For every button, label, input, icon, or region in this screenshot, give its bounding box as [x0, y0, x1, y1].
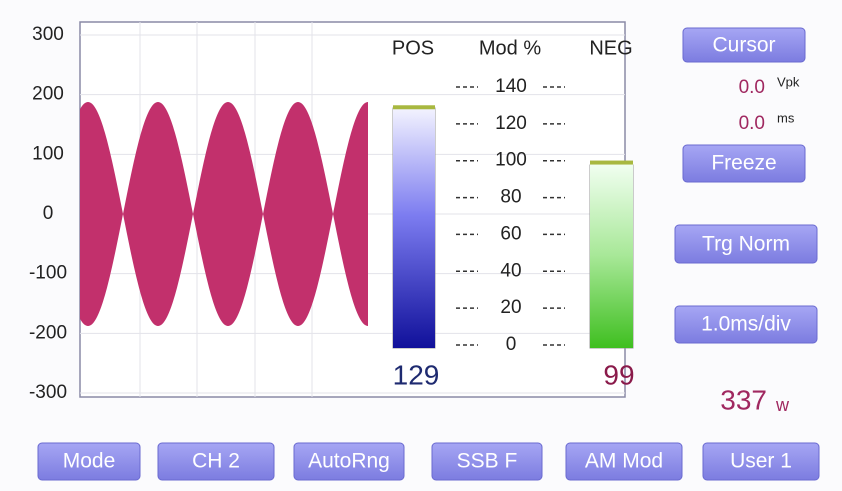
mod-tick-label: 100 [495, 150, 527, 171]
neg-meter-cap [590, 160, 633, 165]
menu-button-label[interactable]: User 1 [730, 450, 792, 473]
menu-button[interactable] [702, 442, 820, 481]
timebase-button-label[interactable]: 1.0ms/div [701, 313, 791, 336]
neg-meter-bar [590, 162, 633, 348]
pos-value: 129 [393, 359, 440, 390]
pos-meter-bar [393, 107, 435, 349]
menu-button-label[interactable]: Mode [63, 450, 116, 473]
menu-button[interactable] [431, 442, 543, 481]
vpk-unit: Vpk [777, 74, 800, 89]
vpk-value: 0.0 [739, 77, 765, 98]
menu-button-label[interactable]: AutoRng [308, 450, 390, 473]
trigger-button-label[interactable]: Trg Norm [702, 233, 790, 256]
pos-meter-cap [393, 105, 435, 110]
mod-tick-label: 80 [500, 187, 521, 208]
mod-tick-label: 140 [495, 76, 527, 97]
scale-label: Mod % [479, 37, 541, 59]
mod-tick-label: 60 [500, 223, 521, 244]
cursor-button-label[interactable]: Cursor [712, 34, 775, 57]
power-unit: w [775, 395, 790, 415]
freeze-button-label[interactable]: Freeze [711, 152, 776, 175]
menu-button[interactable] [37, 442, 141, 481]
ms-unit: ms [777, 110, 795, 125]
menu-button-label[interactable]: SSB F [457, 450, 518, 473]
cursor-button[interactable] [682, 27, 806, 63]
y-tick-label: -300 [29, 382, 67, 403]
neg-value: 99 [603, 359, 634, 390]
mod-tick-label: 40 [500, 260, 521, 281]
trigger-button[interactable] [674, 224, 818, 264]
mod-tick-label: 120 [495, 113, 527, 134]
mod-tick-label: 0 [506, 334, 517, 355]
mod-tick-label: 20 [500, 297, 521, 318]
pos-label: POS [392, 37, 434, 59]
y-tick-label: 200 [32, 84, 64, 105]
button-bar: Mode CH 2 AutoRng SSB F AM Mod User 1 [37, 442, 820, 481]
neg-label: NEG [589, 37, 632, 59]
menu-button-label[interactable]: AM Mod [585, 450, 663, 473]
ms-value: 0.0 [739, 113, 765, 134]
menu-button[interactable] [157, 442, 275, 481]
power-value: 337 [720, 384, 767, 415]
menu-button-label[interactable]: CH 2 [192, 450, 240, 473]
am-envelope [80, 102, 368, 326]
y-tick-label: -200 [29, 322, 67, 343]
y-tick-label: 300 [32, 24, 64, 45]
menu-button[interactable] [293, 442, 405, 481]
y-tick-label: -100 [29, 263, 67, 284]
timebase-button[interactable] [674, 305, 818, 344]
y-tick-label: 0 [43, 203, 54, 224]
freeze-button[interactable] [682, 144, 806, 183]
y-tick-label: 100 [32, 143, 64, 164]
menu-button[interactable] [565, 442, 683, 481]
waveform [80, 102, 368, 326]
